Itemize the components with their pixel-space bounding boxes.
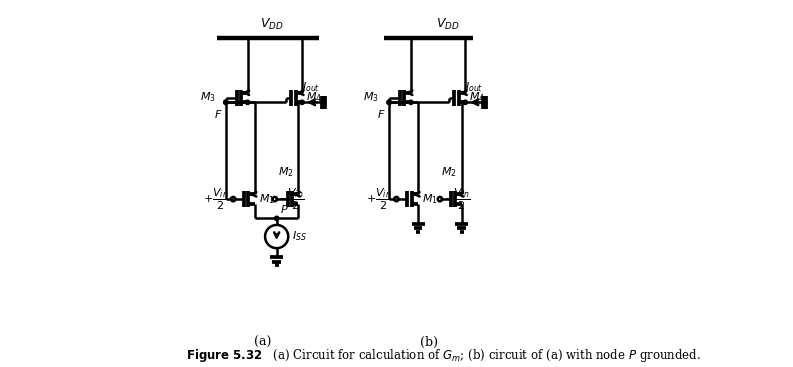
- Circle shape: [246, 100, 250, 105]
- Circle shape: [300, 100, 305, 105]
- Text: $M_3$: $M_3$: [200, 91, 216, 105]
- Circle shape: [408, 100, 413, 105]
- Text: $P$: $P$: [280, 203, 289, 215]
- Text: (b): (b): [420, 336, 439, 349]
- Text: $M_3$: $M_3$: [362, 91, 378, 105]
- Text: $-\dfrac{V_{in}}{2}$: $-\dfrac{V_{in}}{2}$: [278, 186, 305, 212]
- Text: $M_2$: $M_2$: [442, 166, 458, 179]
- Text: $+\dfrac{V_{in}}{2}$: $+\dfrac{V_{in}}{2}$: [366, 186, 393, 212]
- Text: $\mathbf{Figure\ 5.32}$$\quad$(a) Circuit for calculation of $G_m$; (b) circuit : $\mathbf{Figure\ 5.32}$$\quad$(a) Circui…: [186, 346, 701, 364]
- Circle shape: [387, 100, 391, 105]
- Circle shape: [463, 100, 468, 105]
- Circle shape: [224, 100, 228, 105]
- Text: $-\dfrac{V_{in}}{2}$: $-\dfrac{V_{in}}{2}$: [443, 186, 470, 212]
- Text: $+\dfrac{V_{in}}{2}$: $+\dfrac{V_{in}}{2}$: [203, 186, 229, 212]
- Text: $V_{DD}$: $V_{DD}$: [260, 17, 283, 32]
- Text: $M_4$: $M_4$: [469, 91, 485, 105]
- Text: $F$: $F$: [377, 108, 385, 120]
- Circle shape: [387, 100, 391, 105]
- Text: $F$: $F$: [214, 108, 222, 120]
- Text: $M_4$: $M_4$: [305, 91, 322, 105]
- Text: $I_{out}$: $I_{out}$: [302, 80, 320, 94]
- Text: $I_{SS}$: $I_{SS}$: [292, 230, 307, 243]
- Text: $M_1$: $M_1$: [422, 192, 438, 206]
- Circle shape: [224, 100, 228, 105]
- Text: $V_{DD}$: $V_{DD}$: [435, 17, 459, 32]
- Text: (a): (a): [254, 336, 271, 349]
- Text: $M_2$: $M_2$: [278, 166, 294, 179]
- Circle shape: [274, 216, 279, 221]
- Text: $I_{out}$: $I_{out}$: [465, 80, 484, 94]
- Text: $M_1$: $M_1$: [259, 192, 274, 206]
